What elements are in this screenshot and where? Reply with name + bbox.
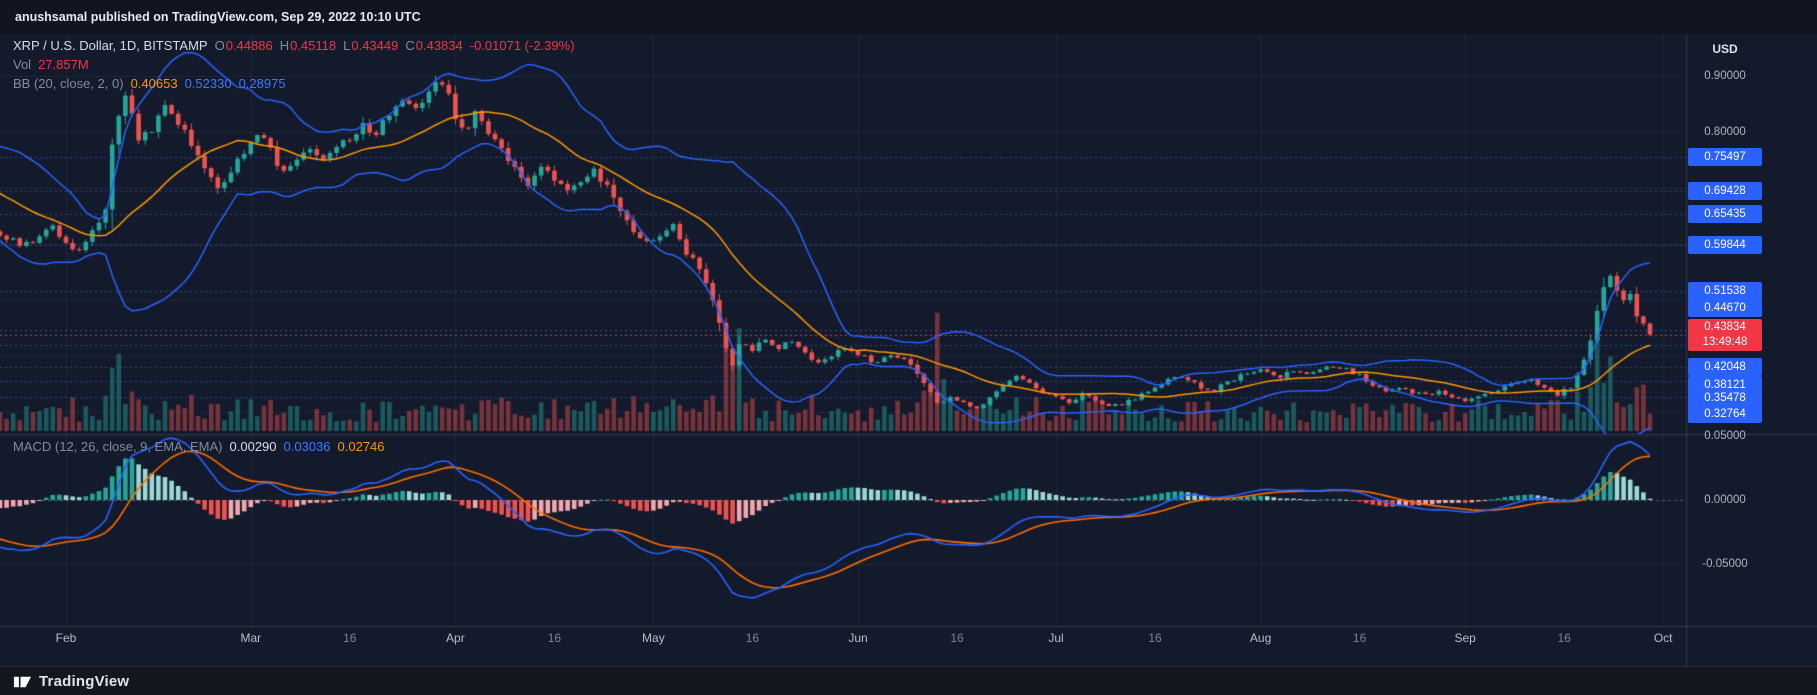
- close-value: 0.43834: [415, 38, 463, 53]
- price-level-badge[interactable]: 0.65435: [1688, 204, 1762, 223]
- time-tick-label: 16: [950, 631, 964, 645]
- macd-legend[interactable]: MACD (12, 26, close, 9, EMA, EMA) 0.0029…: [13, 437, 385, 456]
- price-level-badge[interactable]: 0.42048: [1688, 357, 1762, 376]
- price-level-badge[interactable]: 0.38121: [1688, 375, 1762, 394]
- time-tick-label: 16: [1557, 631, 1571, 645]
- macd-hist-value: 0.00290: [229, 439, 277, 454]
- bb-label: BB (20, close, 2, 0): [13, 76, 124, 91]
- macd-scale-label: -0.05000: [1702, 557, 1748, 570]
- change-value: -0.01071 (-2.39%): [469, 38, 575, 53]
- bb-basis-value: 0.40653: [130, 76, 178, 91]
- open-value: 0.44886: [225, 38, 273, 53]
- macd-scale-label: 0.00000: [1704, 494, 1746, 506]
- ohlc-row: XRP / U.S. Dollar, 1D, BITSTAMP O 0.44886…: [13, 36, 575, 55]
- time-axis[interactable]: Feb Mar 16 Apr 16 May 16 Jun 16 Jul 16 Aug 16 Sep 16 Oc…: [0, 626, 1686, 666]
- attribution-bar: anushsamal published on TradingView.com,…: [0, 0, 1817, 34]
- time-tick-label: 16: [343, 631, 357, 645]
- open-pair: O 0.44886: [215, 38, 273, 53]
- high-pair: H 0.45118: [280, 38, 336, 53]
- high-value: 0.45118: [290, 38, 337, 53]
- price-level-badge[interactable]: 0.69428: [1688, 182, 1762, 201]
- low-value: 0.43449: [351, 38, 399, 53]
- close-label: C: [405, 38, 415, 53]
- low-label: L: [343, 38, 351, 53]
- volume-label: Vol: [13, 57, 32, 72]
- footer-bar: TradingView: [0, 666, 1817, 695]
- price-level-badge[interactable]: 0.35478: [1688, 389, 1762, 408]
- macd-row: MACD (12, 26, close, 9, EMA, EMA) 0.0029…: [13, 437, 385, 456]
- time-tick-label: Apr: [446, 631, 465, 645]
- bollinger-row: BB (20, close, 2, 0) 0.40653 0.52330 0.2…: [13, 74, 575, 93]
- tradingview-link[interactable]: TradingView: [13, 672, 129, 691]
- last-price-badge[interactable]: 0.43834 13:49:48: [1688, 318, 1762, 351]
- price-scale-label: 0.80000: [1704, 126, 1746, 138]
- time-tick-label: 16: [745, 631, 760, 645]
- macd-scale-label: 0.05000: [1704, 430, 1746, 443]
- tradingview-brand-text: TradingView: [39, 672, 130, 690]
- volume-value: 27.857M: [38, 57, 89, 72]
- price-level-badge[interactable]: 0.59844: [1688, 235, 1762, 254]
- open-label: O: [214, 38, 225, 53]
- close-pair: C 0.43834: [405, 38, 462, 53]
- time-tick-label: 16: [547, 631, 562, 645]
- price-level-badge[interactable]: 0.44670: [1688, 298, 1762, 317]
- time-tick-label: 16: [1148, 631, 1162, 645]
- time-tick-label: Sep: [1454, 631, 1476, 645]
- tradingview-logo-icon: [13, 676, 32, 687]
- symbol-title: XRP / U.S. Dollar, 1D, BITSTAMP: [13, 38, 208, 53]
- price-level-badge[interactable]: 0.32764: [1688, 404, 1762, 423]
- time-tick-label: Feb: [55, 631, 77, 645]
- time-tick-label: Mar: [240, 631, 262, 645]
- time-tick-label: 16: [1352, 631, 1367, 645]
- macd-label: MACD (12, 26, close, 9, EMA, EMA): [13, 439, 223, 454]
- time-tick-label: Oct: [1653, 631, 1673, 645]
- low-pair: L 0.43449: [343, 38, 398, 53]
- time-tick-label: Jun: [848, 631, 868, 645]
- time-tick-label: Aug: [1249, 631, 1272, 645]
- bb-lower-value: 0.28975: [238, 76, 286, 91]
- bb-upper-value: 0.52330: [184, 76, 232, 91]
- price-axis[interactable]: USD 0.90000 0.80000 0.05000 0.00000 -0.05000…: [1686, 34, 1817, 666]
- price-scale-label: 0.90000: [1704, 70, 1746, 82]
- last-price-value: 0.43834: [1704, 320, 1746, 333]
- price-level-badge[interactable]: 0.51538: [1688, 282, 1762, 301]
- bar-close-countdown: 13:49:48: [1702, 335, 1748, 348]
- attribution-text: anushsamal published on TradingView.com,…: [15, 10, 421, 24]
- time-tick-label: Jul: [1048, 631, 1064, 645]
- macd-line-value: 0.03036: [283, 439, 331, 454]
- time-tick-label: May: [642, 631, 665, 645]
- price-level-badge[interactable]: 0.75497: [1688, 148, 1762, 167]
- symbol-legend[interactable]: XRP / U.S. Dollar, 1D, BITSTAMP O 0.44886…: [13, 36, 575, 93]
- currency-label: USD: [1712, 42, 1738, 56]
- macd-signal-value: 0.02746: [337, 439, 385, 454]
- price-chart-canvas[interactable]: [0, 34, 1817, 666]
- high-label: H: [279, 38, 290, 53]
- volume-row: Vol 27.857M: [13, 55, 575, 74]
